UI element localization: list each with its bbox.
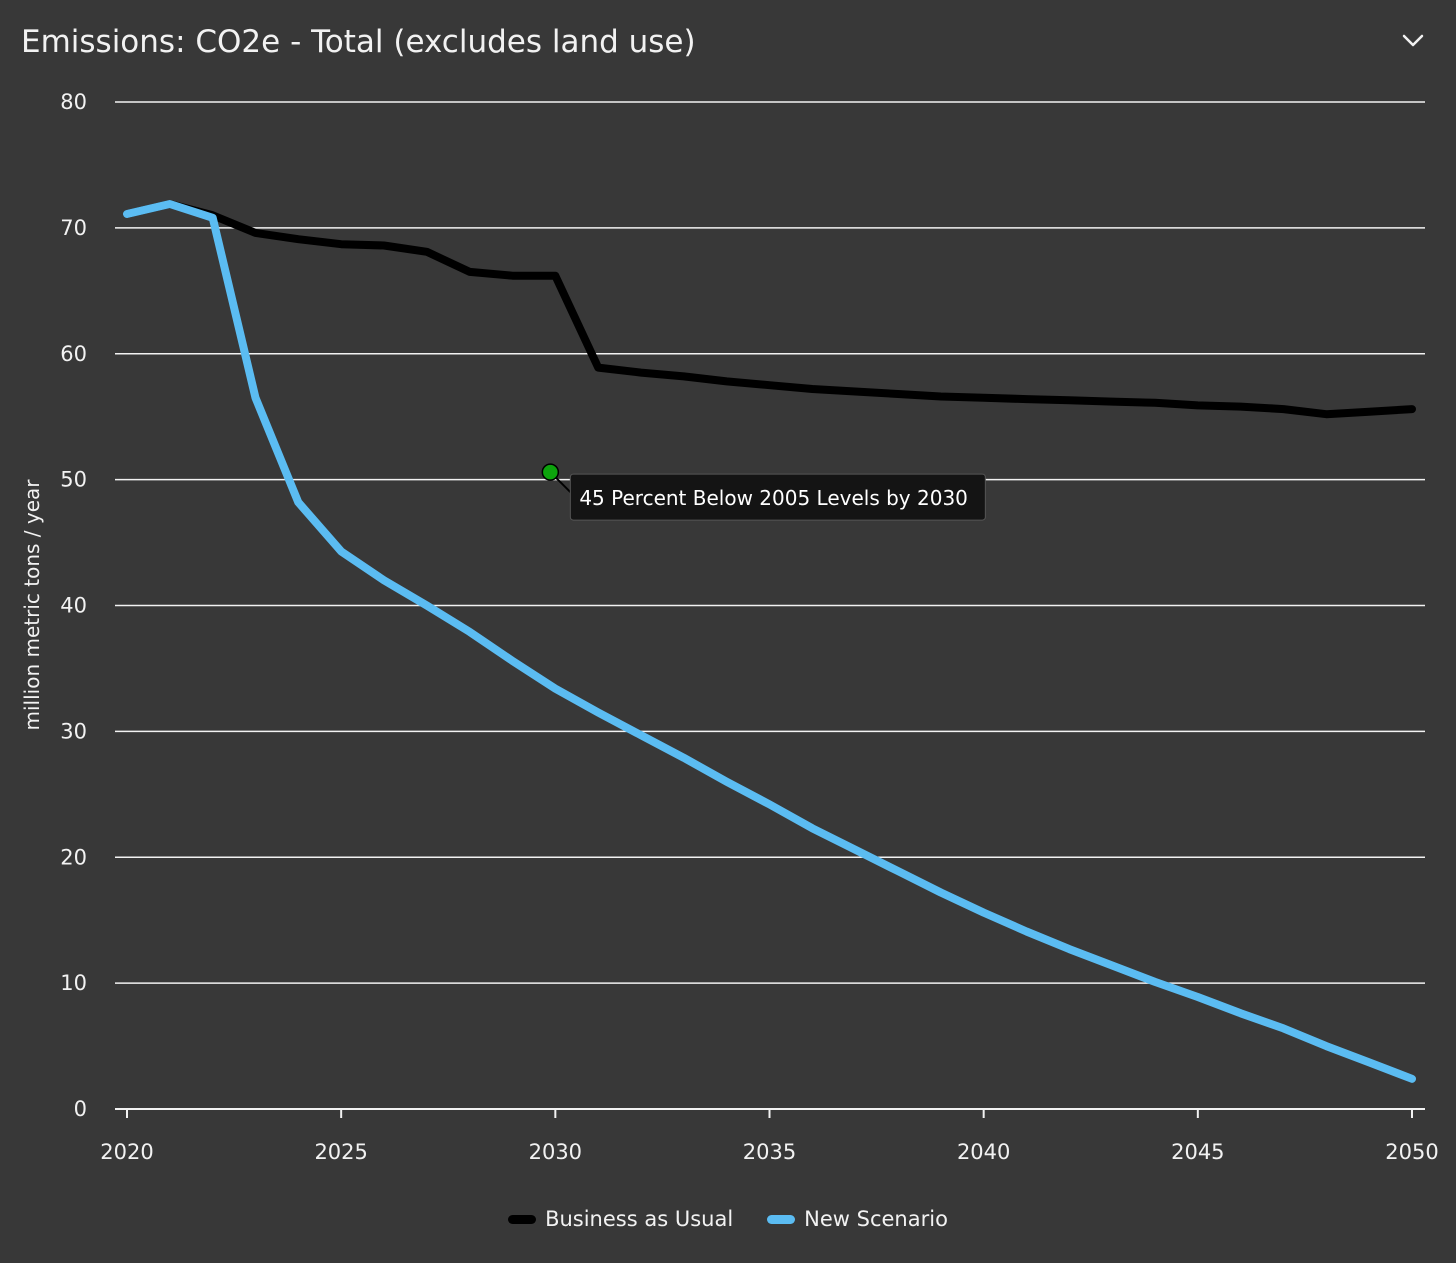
y-tick-label: 80 — [60, 90, 87, 114]
legend-item-business-as-usual[interactable]: Business as Usual — [508, 1207, 733, 1231]
y-axis-label: million metric tons / year — [20, 479, 44, 731]
chart-title: Emissions: CO2e - Total (excludes land u… — [21, 24, 696, 60]
y-tick-label: 50 — [60, 468, 87, 492]
x-tick-label: 2050 — [1385, 1140, 1438, 1164]
y-tick-label: 40 — [60, 594, 87, 618]
series-lines — [123, 200, 1416, 1083]
y-tick-label: 10 — [60, 971, 87, 995]
legend: Business as Usual New Scenario — [0, 1202, 1456, 1236]
legend-item-new-scenario[interactable]: New Scenario — [767, 1207, 948, 1231]
legend-swatch-new-scenario — [767, 1214, 796, 1224]
x-tick-label: 2045 — [1171, 1140, 1224, 1164]
y-tick-label: 60 — [60, 342, 87, 366]
legend-label: New Scenario — [804, 1207, 948, 1231]
series-line-business-as-usual[interactable] — [123, 200, 1416, 419]
collapse-button[interactable] — [1392, 24, 1436, 60]
annotation-marker[interactable] — [541, 463, 560, 481]
chart-header: Emissions: CO2e - Total (excludes land u… — [0, 0, 1456, 84]
x-tick-label: 2020 — [100, 1140, 153, 1164]
y-tick-label: 30 — [60, 719, 87, 743]
y-tick-label: 20 — [60, 845, 87, 869]
annotation-label: 45 Percent Below 2005 Levels by 2030 — [579, 486, 968, 510]
annotations: 45 Percent Below 2005 Levels by 2030 — [541, 463, 986, 521]
y-tick-label: 70 — [60, 216, 87, 240]
x-tick-label: 2030 — [529, 1140, 582, 1164]
legend-swatch-business-as-usual — [508, 1214, 537, 1224]
series-line-new-scenario[interactable] — [123, 200, 1416, 1083]
x-tick-label: 2035 — [743, 1140, 796, 1164]
x-tick-label: 2040 — [957, 1140, 1010, 1164]
grid-lines — [115, 101, 1425, 1110]
x-tick-label: 2025 — [314, 1140, 367, 1164]
annotation-callout — [569, 473, 986, 521]
legend-label: Business as Usual — [545, 1207, 734, 1231]
chevron-down-icon — [1402, 34, 1424, 47]
y-tick-label: 0 — [74, 1097, 87, 1121]
